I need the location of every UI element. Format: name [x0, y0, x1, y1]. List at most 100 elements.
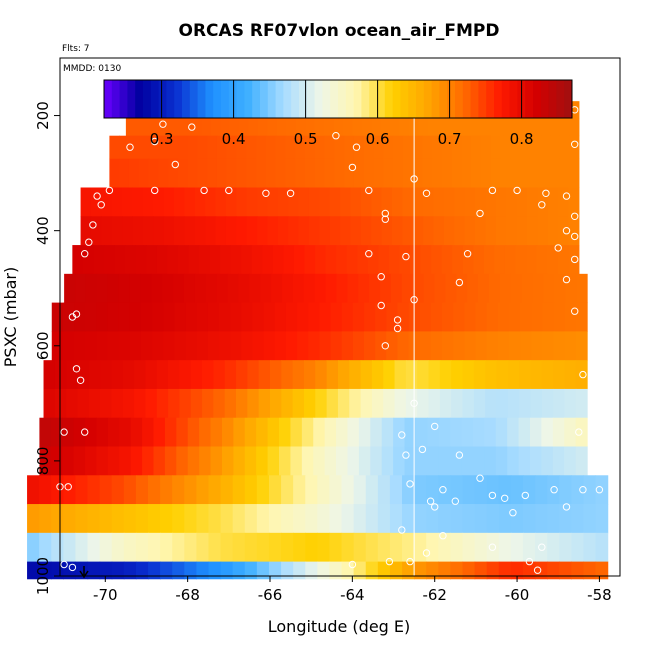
observation-point	[72, 310, 81, 318]
heatmap-cell	[552, 417, 565, 447]
heatmap-cell	[564, 417, 577, 447]
heatmap-cell	[486, 475, 500, 505]
colorbar-swatch	[361, 80, 370, 118]
heatmap-cell	[503, 118, 514, 137]
heatmap-cell	[430, 302, 443, 332]
heatmap-cell	[118, 302, 131, 332]
heatmap-cell	[256, 561, 270, 580]
heatmap-cell	[565, 273, 577, 304]
colorbar-swatch	[260, 80, 269, 118]
heatmap-cell	[529, 135, 541, 160]
heatmap-cell	[267, 216, 279, 246]
heatmap-cell	[390, 273, 403, 304]
heatmap-cell	[96, 417, 109, 447]
heatmap-cell	[51, 302, 64, 332]
heatmap-cell	[164, 446, 177, 476]
heatmap-cell	[530, 446, 543, 476]
heatmap-cell	[564, 302, 577, 332]
heatmap-cell	[39, 504, 52, 534]
colorbar-swatch	[252, 80, 261, 118]
heatmap-cell	[443, 216, 455, 246]
heatmap-cell	[315, 245, 327, 275]
heatmap-cell	[388, 245, 401, 275]
heatmap-cell	[215, 216, 227, 246]
heatmap-cell	[196, 302, 209, 332]
heatmap-cell	[246, 216, 258, 246]
heatmap-cell	[202, 388, 214, 419]
heatmap-cell	[358, 446, 371, 476]
x-tick-label: -68	[175, 586, 200, 604]
heatmap-cell	[109, 135, 120, 160]
heatmap-cell	[241, 302, 254, 332]
x-axis: -70 -68 -66 -64 -62 -60 -58	[93, 576, 612, 604]
heatmap-cell	[130, 417, 143, 447]
heatmap-cell	[506, 187, 518, 217]
heatmap-cell	[360, 216, 372, 246]
heatmap-cell	[251, 245, 263, 275]
heatmap-cell	[464, 216, 476, 246]
heatmap-cell	[329, 475, 343, 505]
heatmap-cell	[330, 302, 343, 332]
heatmap-cell	[426, 532, 439, 563]
heatmap-cell	[125, 245, 137, 275]
heatmap-cell	[123, 475, 137, 505]
heatmap-cell	[305, 532, 318, 563]
heatmap-cell	[63, 532, 77, 563]
heatmap-cell	[99, 504, 113, 534]
heatmap-cell	[464, 331, 477, 361]
heatmap-cell	[99, 561, 113, 580]
heatmap-cell	[274, 331, 287, 361]
date-note: MMDD: 0130	[63, 64, 121, 74]
colorbar-tick-label: 0.3	[150, 130, 174, 148]
heatmap-cell	[244, 561, 258, 580]
heatmap-cell	[450, 475, 464, 505]
heatmap-cell	[510, 135, 521, 160]
heatmap-cell	[315, 388, 328, 419]
observation-point	[595, 486, 604, 494]
heatmap-cell	[333, 118, 344, 137]
colorbar-swatch	[135, 80, 144, 118]
heatmap-cell	[341, 302, 354, 332]
colorbar-tick-label: 0.4	[222, 130, 246, 148]
colorbar-swatch	[119, 80, 128, 118]
heatmap-cell	[498, 504, 512, 534]
heatmap-cell	[495, 446, 508, 476]
heatmap-cell	[352, 331, 365, 361]
heatmap-cell	[194, 216, 206, 246]
heatmap-cell	[583, 475, 597, 505]
heatmap-cell	[197, 135, 208, 160]
heatmap-cell	[547, 532, 560, 563]
observation-point	[352, 143, 361, 151]
observation-point	[538, 543, 546, 551]
observation-point	[455, 451, 464, 459]
heatmap-cell	[353, 475, 367, 505]
heatmap-cell	[77, 388, 90, 419]
heatmap-cell	[402, 504, 415, 534]
colorbar-swatch	[275, 80, 284, 118]
heatmap-cell	[412, 273, 425, 304]
heatmap-cell	[529, 158, 541, 188]
colorbar-swatch	[127, 80, 136, 118]
heatmap-cell	[595, 532, 609, 563]
heatmap-cell	[550, 118, 561, 137]
heatmap-cell	[445, 273, 457, 304]
observation-point	[431, 503, 439, 511]
heatmap-cell	[371, 216, 383, 246]
heatmap-cell	[553, 388, 566, 419]
arrow-marker-icon	[79, 566, 89, 579]
heatmap-cell	[122, 216, 134, 246]
observation-point	[554, 244, 562, 252]
heatmap-cell	[101, 187, 113, 217]
heatmap-cell	[99, 475, 113, 505]
heatmap-cell	[173, 273, 185, 304]
heatmap-cell	[295, 135, 306, 160]
heatmap-cell	[462, 388, 475, 419]
heatmap-cell	[337, 360, 350, 390]
heatmap-cell	[442, 302, 454, 332]
heatmap-cell	[402, 216, 414, 246]
heatmap-cell	[258, 388, 271, 419]
heatmap-cell	[426, 475, 439, 505]
colorbar-swatch	[392, 80, 401, 118]
observation-point	[225, 186, 233, 195]
heatmap-cell	[293, 532, 306, 563]
